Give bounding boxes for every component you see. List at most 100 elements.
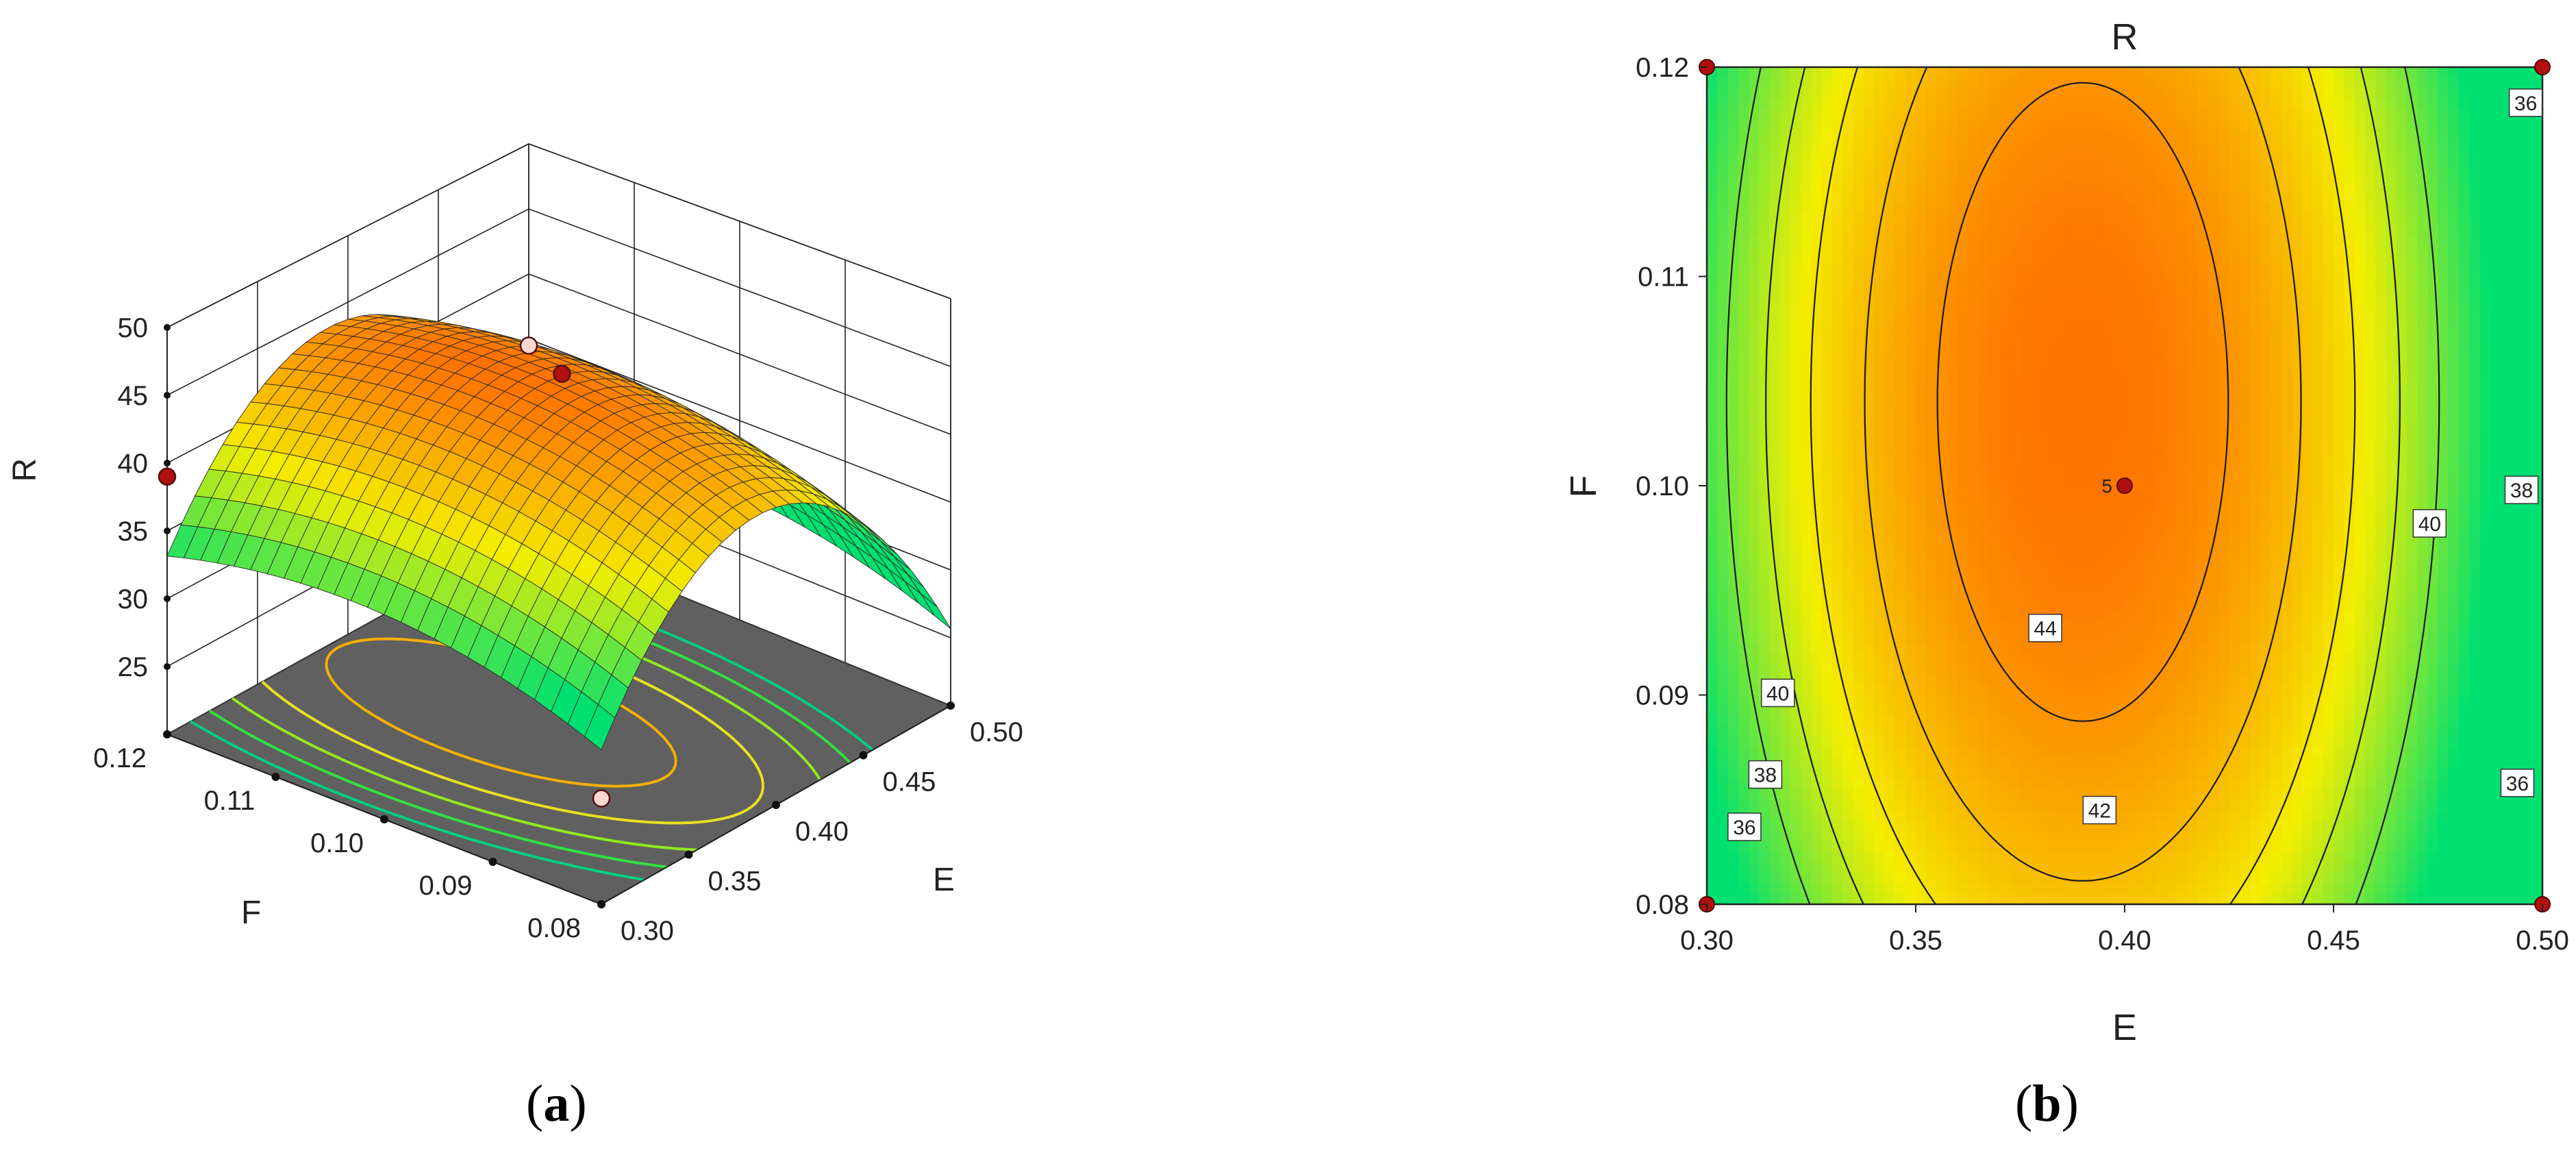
contour-fill-cell	[2218, 182, 2230, 194]
contour-fill-cell	[1988, 77, 2000, 89]
contour-fill-cell	[2103, 841, 2115, 853]
contour-fill-cell	[2062, 506, 2073, 518]
contour-fill-cell	[2072, 192, 2084, 204]
contour-fill-cell	[2030, 391, 2042, 403]
contour-fill-cell	[1988, 464, 2000, 476]
contour-fill-cell	[1779, 213, 1791, 225]
contour-fill-cell	[1821, 454, 1833, 466]
contour-fill-cell	[1936, 161, 1948, 173]
contour-fill-cell	[1988, 893, 2000, 905]
contour-fill-cell	[1727, 883, 1739, 895]
contour-fill-cell	[1832, 506, 1844, 518]
contour-fill-cell	[1999, 140, 2011, 151]
contour-fill-cell	[1821, 496, 1833, 508]
contour-fill-cell	[1717, 673, 1729, 686]
contour-fill-cell	[2177, 192, 2188, 204]
contour-fill-cell	[2250, 423, 2262, 434]
contour-fill-cell	[1926, 67, 1938, 79]
contour-fill-cell	[1749, 873, 1760, 884]
contour-fill-cell	[2093, 873, 2105, 884]
contour-fill-cell	[2229, 653, 2240, 665]
contour-fill-cell	[2125, 663, 2136, 675]
contour-fill-cell	[1790, 580, 1802, 591]
contour-fill-cell	[1936, 224, 1948, 236]
contour-fill-cell	[1832, 276, 1844, 288]
contour-fill-cell	[2103, 643, 2115, 654]
contour-fill-cell	[1738, 548, 1749, 560]
contour-fill-cell	[2125, 454, 2136, 466]
contour-fill-cell	[1988, 768, 2000, 780]
contour-fill-cell	[2155, 339, 2167, 351]
f-tick-mark	[488, 858, 497, 866]
contour-fill-cell	[1895, 339, 1906, 351]
contour-fill-cell	[2062, 758, 2073, 769]
contour-fill-cell	[2145, 234, 2157, 246]
contour-fill-cell	[2041, 558, 2053, 570]
contour-fill-cell	[2114, 339, 2125, 351]
contour-fill-cell	[1884, 663, 1896, 675]
contour-fill-cell	[1895, 548, 1906, 560]
contour-fill-cell	[1801, 716, 1812, 728]
contour-fill-cell	[1832, 705, 1844, 717]
contour-fill-cell	[2208, 433, 2220, 445]
contour-fill-cell	[2155, 318, 2167, 330]
contour-fill-cell	[2155, 443, 2167, 455]
contour-fill-cell	[1916, 412, 1927, 424]
contour-fill-cell	[2030, 496, 2042, 508]
contour-fill-cell	[1968, 684, 1979, 696]
contour-fill-cell	[1832, 726, 1844, 738]
contour-fill-cell	[2155, 171, 2167, 183]
contour-fill-cell	[2187, 527, 2199, 539]
contour-fill-cell	[2187, 747, 2199, 758]
contour-fill-cell	[1978, 203, 1990, 214]
contour-fill-cell	[2218, 558, 2230, 570]
contour-fill-cell	[1958, 245, 1969, 256]
contour-fill-cell	[2135, 726, 2147, 738]
contour-fill-cell	[1905, 548, 1916, 560]
contour-fill-cell	[1821, 799, 1833, 811]
contour-fill-cell	[2114, 234, 2125, 246]
contour-fill-cell	[2155, 695, 2167, 706]
contour-fill-cell	[1926, 643, 1938, 654]
contour-fill-cell	[1947, 820, 1958, 832]
contour-fill-cell	[2072, 768, 2084, 780]
contour-fill-cell	[1936, 245, 1948, 256]
contour-fill-cell	[1863, 820, 1875, 832]
contour-fill-cell	[1905, 475, 1916, 486]
contour-fill-cell	[1874, 517, 1886, 528]
contour-fill-cell	[1895, 443, 1906, 455]
contour-fill-cell	[2197, 308, 2209, 319]
contour-fill-cell	[2208, 328, 2220, 340]
contour-fill-cell	[1842, 496, 1854, 508]
contour-fill-cell	[1999, 852, 2011, 863]
contour-fill-cell	[2155, 109, 2167, 121]
contour-fill-cell	[1790, 433, 1802, 445]
contour-fill-cell	[2051, 883, 2063, 895]
contour-fill-cell	[1727, 423, 1739, 434]
contour-fill-cell	[1863, 192, 1875, 204]
contour-fill-cell	[1790, 234, 1802, 246]
contour-fill-cell	[2072, 517, 2084, 528]
contour-fill-cell	[1853, 171, 1864, 183]
contour-fill-cell	[1999, 747, 2011, 758]
contour-fill-cell	[1832, 621, 1844, 633]
contour-fill-cell	[2062, 643, 2073, 654]
contour-fill-cell	[2072, 182, 2084, 194]
f-axis-label: F	[241, 895, 261, 931]
contour-fill-cell	[1727, 621, 1739, 633]
contour-fill-cell	[2093, 601, 2105, 612]
contour-fill-cell	[1958, 538, 1969, 549]
contour-fill-cell	[1968, 328, 1979, 340]
contour-fill-cell	[1717, 862, 1729, 873]
contour-fill-cell	[1884, 318, 1896, 330]
contour-fill-cell	[1958, 705, 1969, 717]
contour-fill-cell	[2229, 663, 2240, 675]
contour-fill-cell	[1842, 810, 1854, 821]
contour-fill-cell	[1905, 788, 1916, 801]
contour-fill-cell	[1999, 67, 2011, 79]
contour-fill-cell	[1811, 852, 1823, 863]
contour-fill-cell	[2218, 98, 2230, 110]
contour-fill-cell	[1874, 318, 1886, 330]
contour-fill-cell	[1779, 423, 1791, 434]
contour-fill-cell	[1749, 788, 1760, 801]
